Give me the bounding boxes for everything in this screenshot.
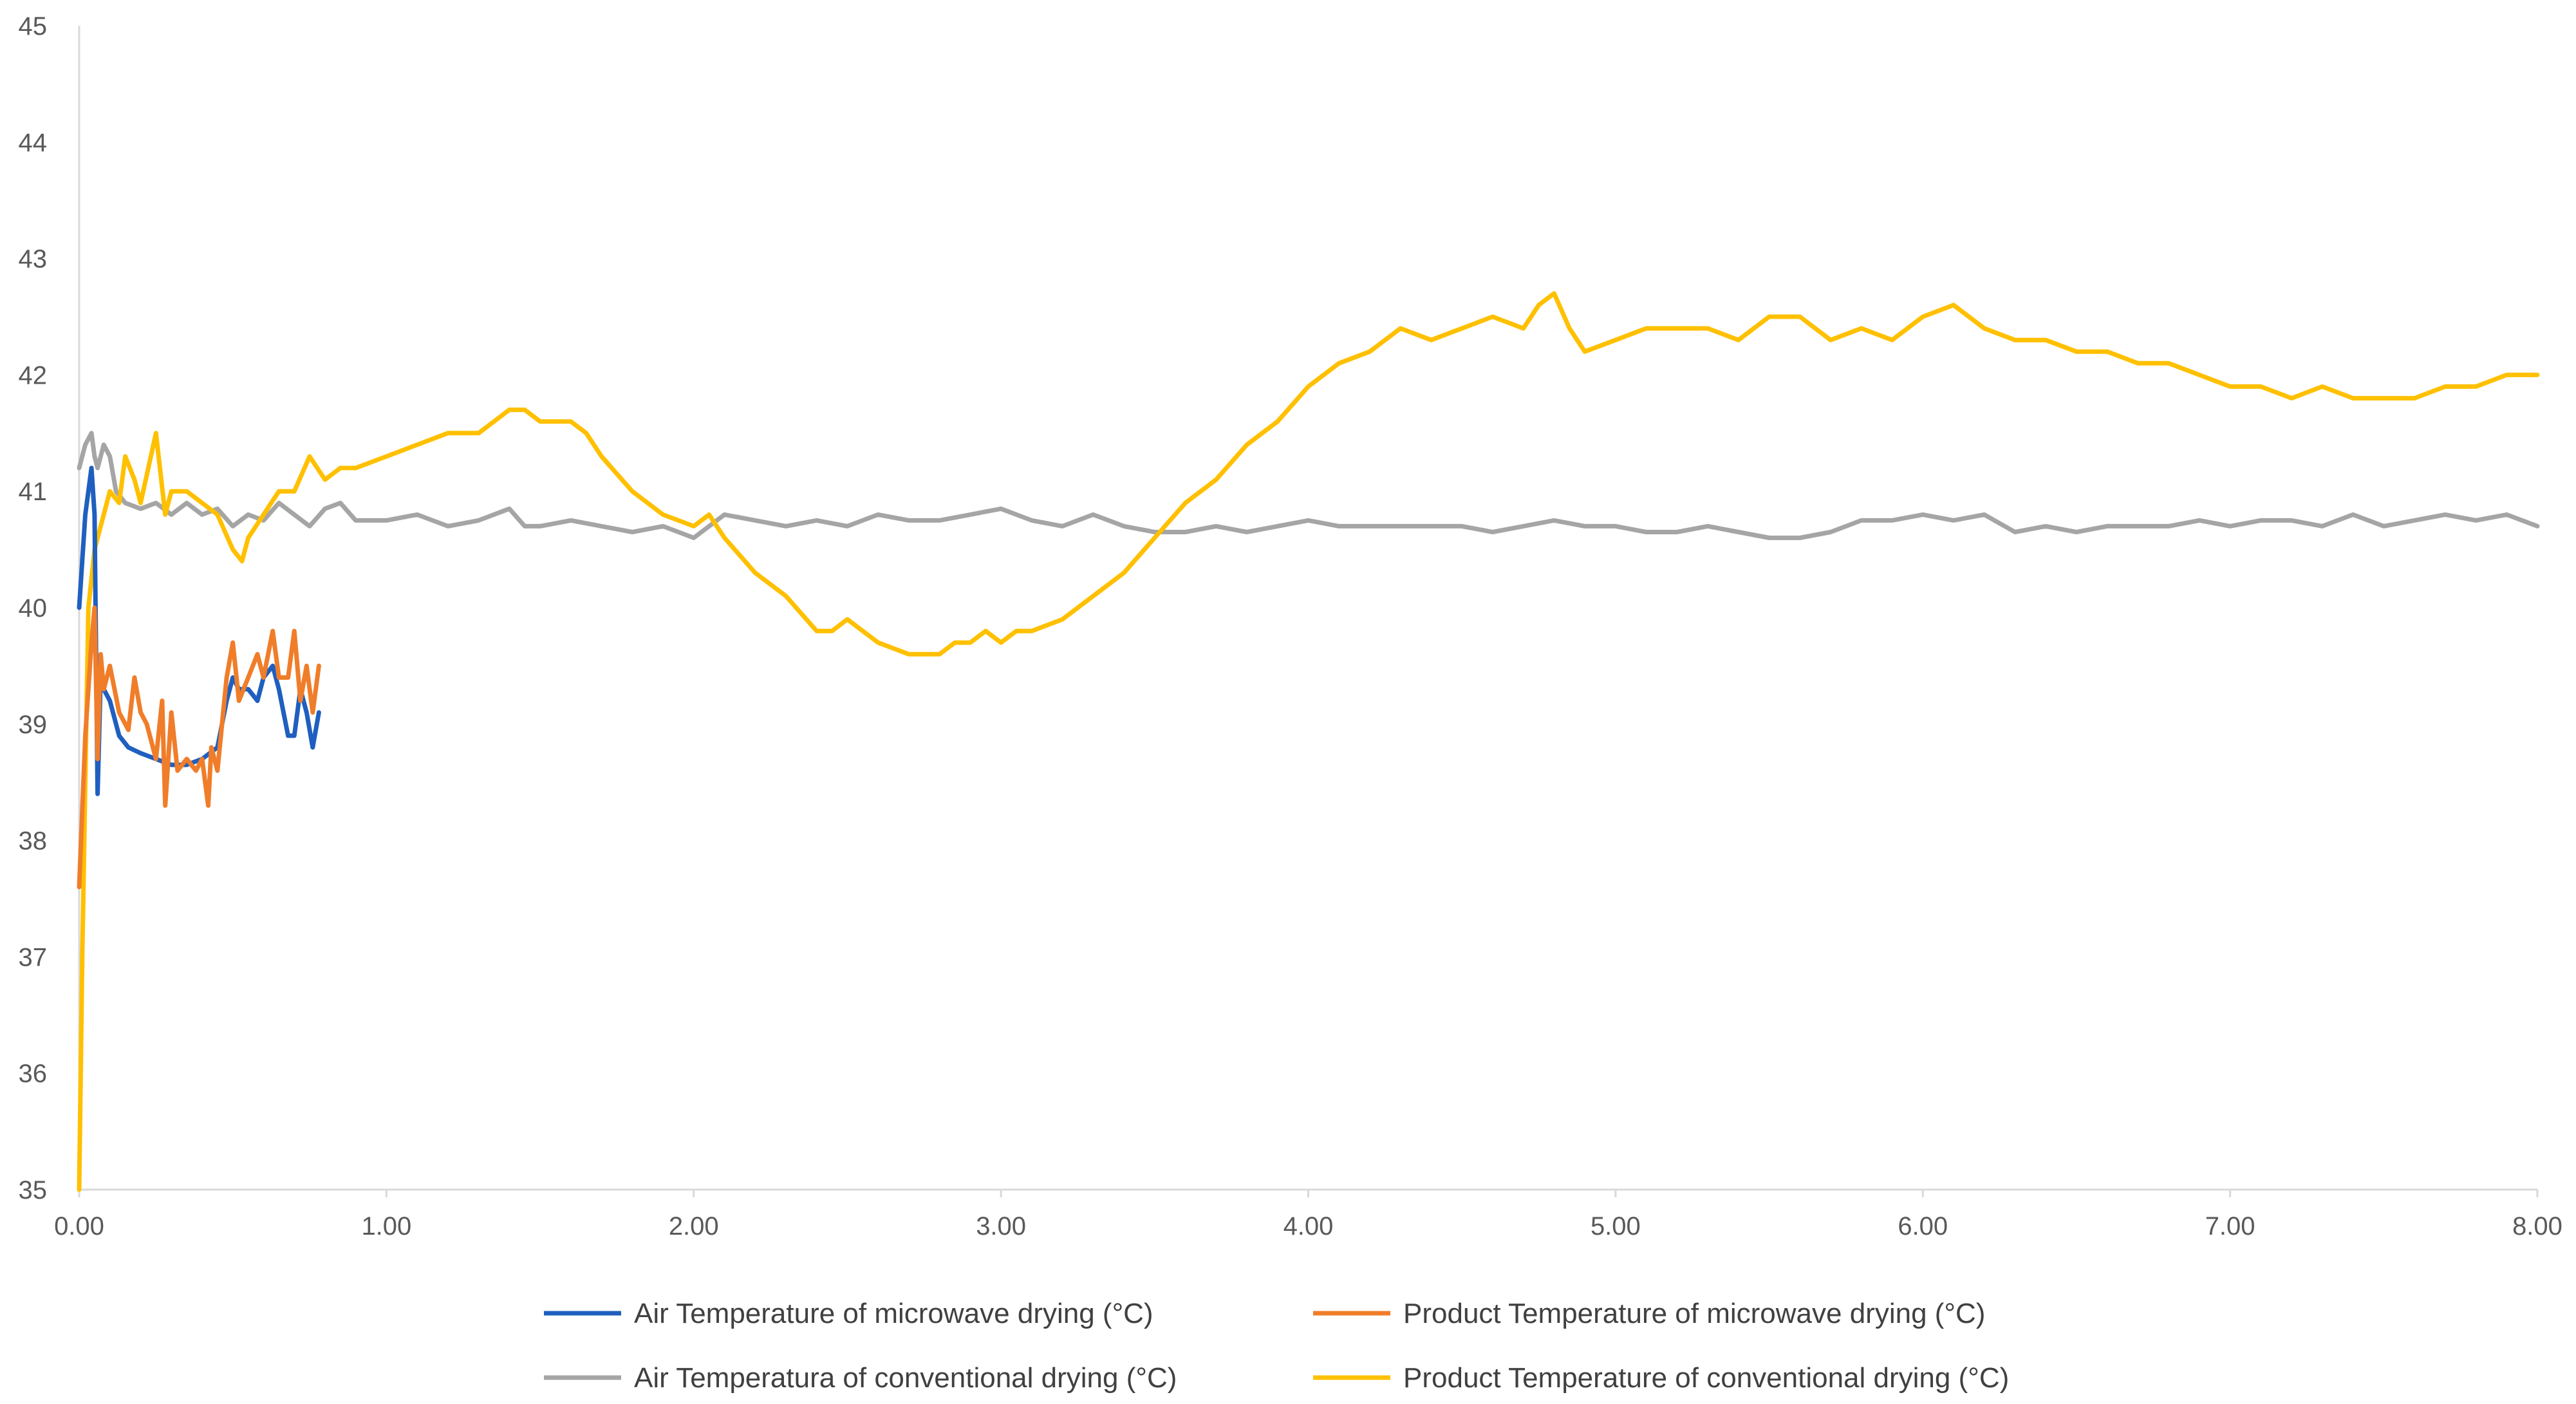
- legend-item: Air Temperatura of conventional drying (…: [544, 1362, 1177, 1394]
- legend-label: Air Temperature of microwave drying (°C): [634, 1298, 1153, 1329]
- y-tick-label: 38: [19, 827, 48, 856]
- y-tick-label: 40: [19, 594, 48, 622]
- y-tick-label: 37: [19, 943, 48, 971]
- legend: Air Temperature of microwave drying (°C)…: [544, 1298, 2009, 1394]
- axes-layer: 35 36 37 38 39 40 41 42 43 44 45 0.00 1.00 2.00 3.00 4.…: [19, 12, 2562, 1240]
- legend-item: Product Temperature of conventional dryi…: [1313, 1362, 2009, 1394]
- x-tick-label: 2.00: [669, 1212, 719, 1240]
- x-tick-label: 0.00: [54, 1212, 104, 1240]
- series-line-2: [77, 431, 2540, 540]
- y-tick-label: 36: [19, 1060, 48, 1088]
- legend-label: Product Temperature of microwave drying …: [1403, 1298, 1985, 1329]
- y-tick-label: 43: [19, 245, 48, 274]
- x-tick-label: 8.00: [2512, 1212, 2562, 1240]
- x-tick-label: 1.00: [361, 1212, 411, 1240]
- series-layer: [77, 291, 2540, 1192]
- legend-item: Product Temperature of microwave drying …: [1313, 1298, 1985, 1329]
- x-tick-label: 5.00: [1591, 1212, 1641, 1240]
- y-tick-label: 42: [19, 361, 48, 389]
- x-tick-label: 3.00: [976, 1212, 1026, 1240]
- y-tick-label: 41: [19, 478, 48, 506]
- series-line-1: [77, 605, 321, 890]
- y-tick-label: 35: [19, 1176, 48, 1204]
- legend-label: Air Temperatura of conventional drying (…: [634, 1362, 1177, 1394]
- series-line-3: [77, 291, 2540, 1192]
- legend-label: Product Temperature of conventional dryi…: [1403, 1362, 2009, 1394]
- y-tick-label: 44: [19, 129, 48, 157]
- y-tick-label: 45: [19, 12, 48, 41]
- x-tick-label: 4.00: [1283, 1212, 1334, 1240]
- x-tick-label: 7.00: [2205, 1212, 2255, 1240]
- legend-item: Air Temperature of microwave drying (°C): [544, 1298, 1153, 1329]
- y-tick-label: 39: [19, 711, 48, 739]
- x-tick-label: 6.00: [1898, 1212, 1948, 1240]
